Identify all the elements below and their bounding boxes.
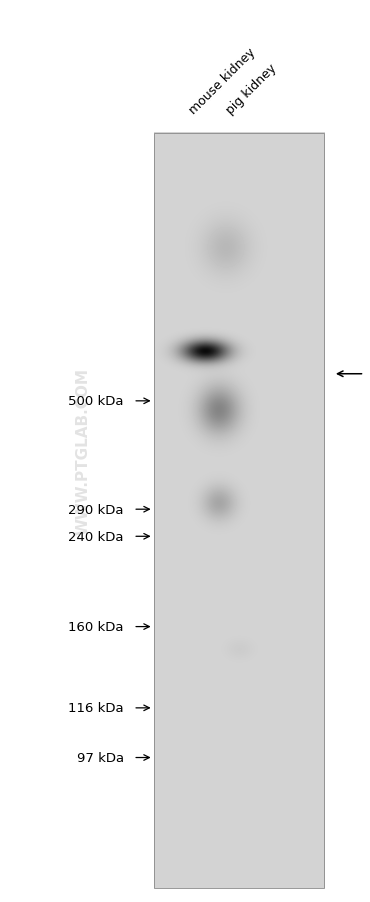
Text: 290 kDa: 290 kDa xyxy=(68,503,124,516)
Text: 160 kDa: 160 kDa xyxy=(68,621,124,633)
Text: WWW.PTGLAB.COM: WWW.PTGLAB.COM xyxy=(76,368,91,534)
Text: pig kidney: pig kidney xyxy=(224,62,279,117)
Text: mouse kidney: mouse kidney xyxy=(187,46,258,117)
Text: 97 kDa: 97 kDa xyxy=(77,751,124,764)
Text: 240 kDa: 240 kDa xyxy=(68,530,124,543)
Bar xyxy=(154,133,324,888)
Text: 500 kDa: 500 kDa xyxy=(68,395,124,408)
Text: 116 kDa: 116 kDa xyxy=(68,702,124,714)
